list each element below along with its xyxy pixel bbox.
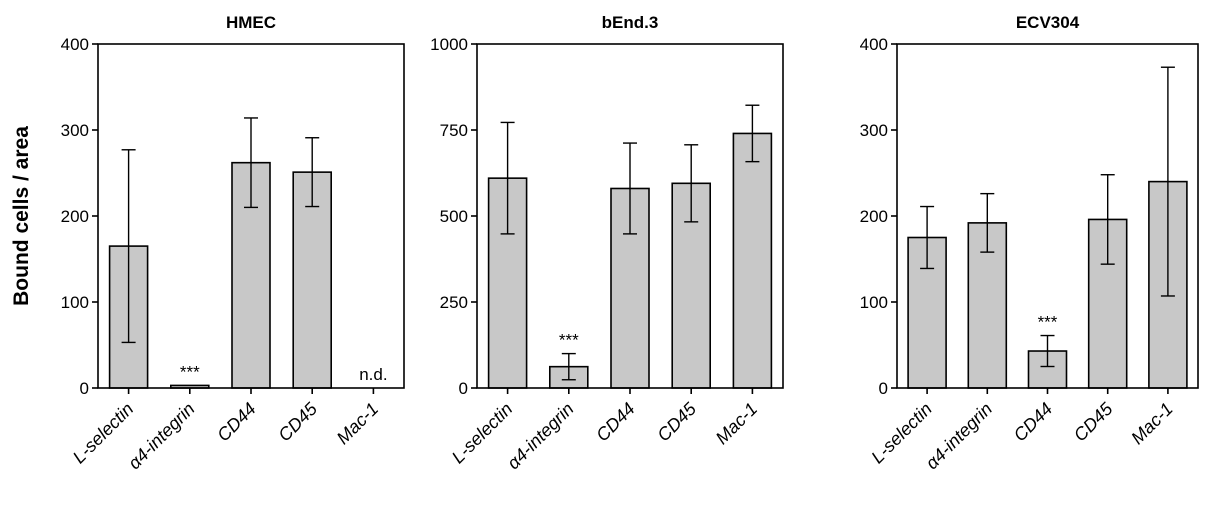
x-tick-label: α4-integrin xyxy=(503,399,577,473)
chart-title: ECV304 xyxy=(1016,13,1080,32)
x-tick-label: CD44 xyxy=(592,399,639,446)
x-tick-label: α4-integrin xyxy=(124,399,198,473)
x-tick-label: CD45 xyxy=(274,398,321,445)
chart-title: bEnd.3 xyxy=(602,13,659,32)
y-tick-label: 300 xyxy=(860,121,888,140)
chart-panel-3: ECV3040100200300400L-selectinα4-integrin… xyxy=(860,13,1199,473)
x-tick-label: CD44 xyxy=(213,399,260,446)
chart-title: HMEC xyxy=(226,13,276,32)
y-tick-label: 100 xyxy=(860,293,888,312)
y-tick-label: 300 xyxy=(61,121,89,140)
significance-marker: *** xyxy=(1038,313,1058,332)
chart-panel-2: bEnd.302505007501000L-selectinα4-integri… xyxy=(430,13,784,473)
y-tick-label: 0 xyxy=(879,379,888,398)
y-tick-label: 200 xyxy=(860,207,888,226)
y-tick-label: 1000 xyxy=(430,35,468,54)
significance-marker: *** xyxy=(180,362,200,381)
not-determined-label: n.d. xyxy=(359,365,387,384)
y-tick-label: 750 xyxy=(440,121,468,140)
x-tick-label: CD44 xyxy=(1010,399,1057,446)
x-tick-label: Mac-1 xyxy=(1127,399,1177,449)
y-axis-label: Bound cells / area xyxy=(10,126,33,306)
x-tick-label: CD45 xyxy=(653,398,700,445)
x-tick-label: Mac-1 xyxy=(712,399,762,449)
y-tick-label: 400 xyxy=(61,35,89,54)
y-tick-label: 400 xyxy=(860,35,888,54)
y-tick-label: 200 xyxy=(61,207,89,226)
y-tick-label: 0 xyxy=(80,379,89,398)
y-tick-label: 0 xyxy=(459,379,468,398)
x-tick-label: CD45 xyxy=(1070,398,1117,445)
y-tick-label: 250 xyxy=(440,293,468,312)
y-tick-label: 500 xyxy=(440,207,468,226)
x-tick-label: Mac-1 xyxy=(333,399,383,449)
significance-marker: *** xyxy=(559,331,579,350)
bar xyxy=(732,132,773,389)
y-tick-label: 100 xyxy=(61,293,89,312)
